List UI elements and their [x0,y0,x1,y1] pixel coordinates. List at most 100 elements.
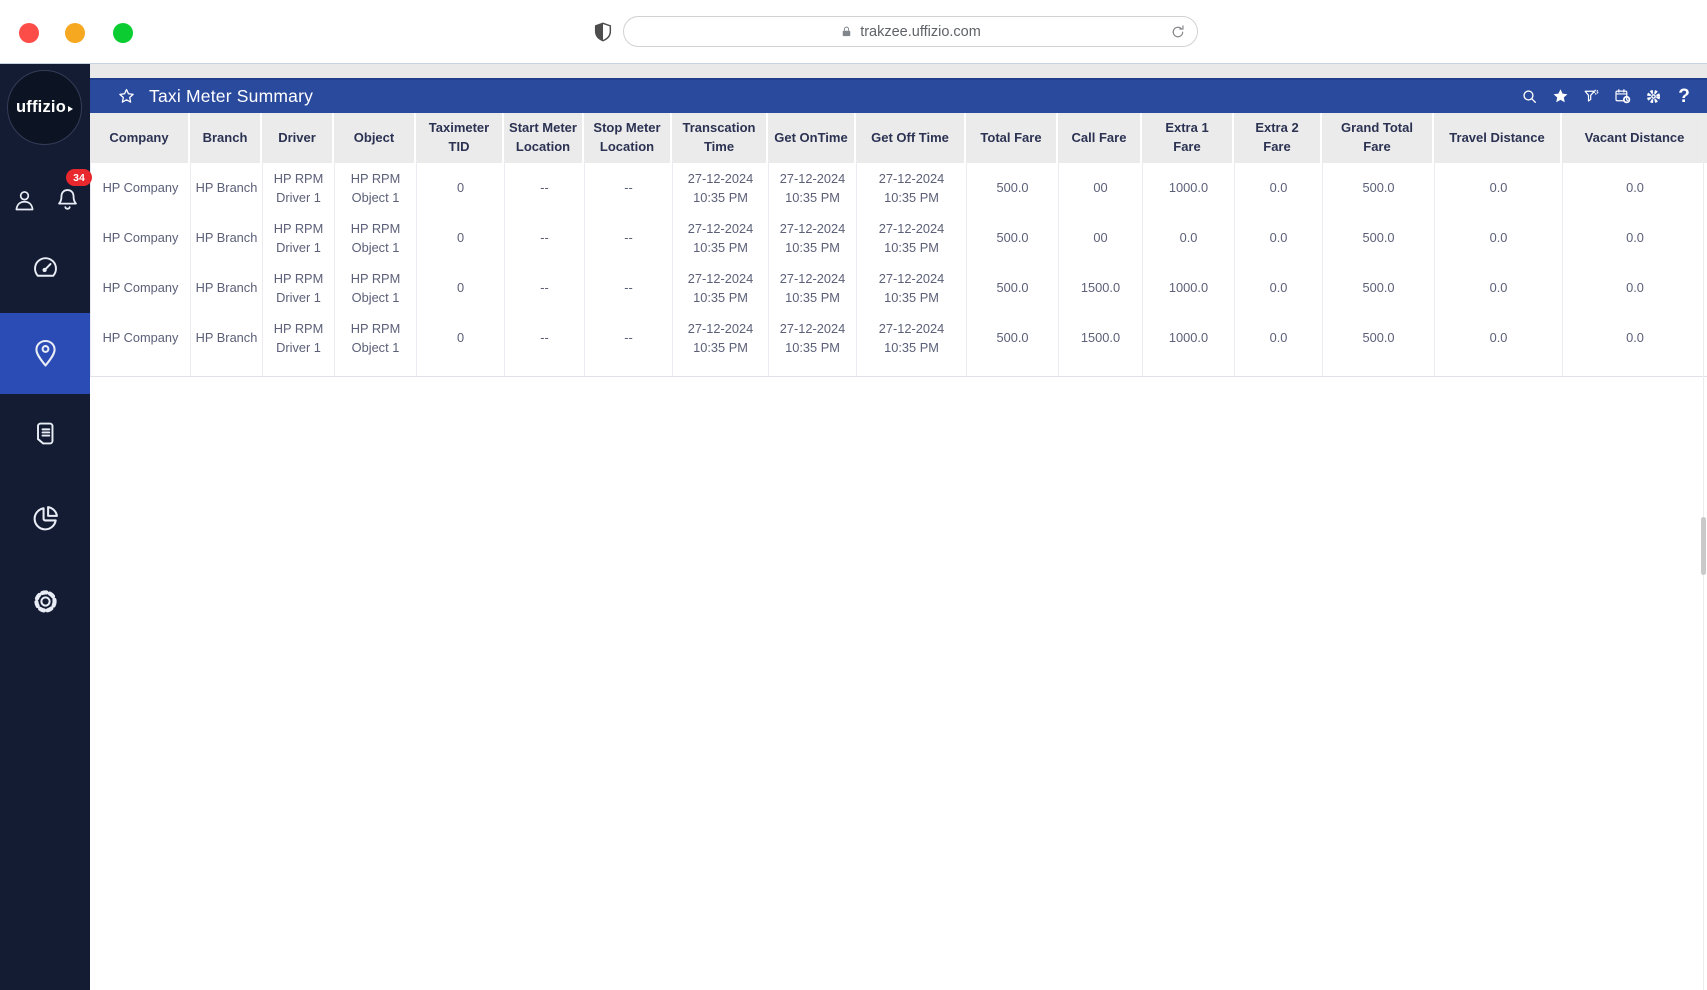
app-logo[interactable]: uffizio [7,70,82,145]
table-cell: 27-12-2024 10:35 PM [769,163,857,213]
column-header[interactable]: Company [90,113,190,163]
sidebar-item-tracking[interactable] [0,313,90,394]
column-header[interactable]: Branch [190,113,262,163]
column-header[interactable]: Vacant Distance [1562,113,1707,163]
favorite-star-icon[interactable] [1550,87,1570,107]
table-spacer-cell [769,363,857,376]
table-spacer-cell [1323,363,1435,376]
table-spacer-cell [857,363,967,376]
table-cell: 1500.0 [1059,263,1143,313]
table-cell: -- [505,163,585,213]
sidebar-item-notifications[interactable] [46,178,88,220]
table-cell: HP RPM Object 1 [335,313,417,363]
table-cell: 0.0 [1563,263,1707,313]
table-spacer-cell [91,363,191,376]
column-header[interactable]: Stop Meter Location [584,113,672,163]
column-header[interactable]: Transcation Time [672,113,768,163]
traffic-light-close[interactable] [19,23,39,43]
table-cell: 0.0 [1235,213,1323,263]
table-cell: -- [585,263,673,313]
table-cell: 0.0 [1435,213,1563,263]
column-header[interactable]: Start Meter Location [504,113,584,163]
table-cell: 27-12-2024 10:35 PM [673,213,769,263]
sidebar-item-analytics[interactable] [0,501,90,536]
column-header[interactable]: Get Off Time [856,113,966,163]
table-cell: 27-12-2024 10:35 PM [673,163,769,213]
favorite-page-star-icon[interactable] [117,87,136,106]
table-spacer-cell [505,363,585,376]
table-cell: 500.0 [1323,313,1435,363]
table-cell: 500.0 [1323,213,1435,263]
table-cell: 0 [417,213,505,263]
column-header[interactable]: Get OnTime [768,113,856,163]
table-spacer-cell [1235,363,1323,376]
table-cell: HP RPM Driver 1 [263,313,335,363]
table-cell: 500.0 [1323,263,1435,313]
column-header[interactable]: Object [334,113,416,163]
address-bar[interactable]: trakzee.uffizio.com [623,16,1198,47]
table-cell: 0.0 [1235,313,1323,363]
sidebar-item-settings[interactable] [0,584,90,619]
table-spacer-cell [191,363,263,376]
table-cell: 500.0 [967,263,1059,313]
shield-icon[interactable] [592,19,614,45]
traffic-light-minimize[interactable] [65,23,85,43]
table-cell: 0.0 [1563,313,1707,363]
table-cell: 500.0 [1323,163,1435,213]
content-top-strip [90,64,1707,78]
table-spacer-cell [1435,363,1563,376]
table-cell: -- [585,213,673,263]
table-cell: 0.0 [1235,163,1323,213]
table-row[interactable]: HP Company HP Branch HP RPM Driver 1 HP RPM… [91,313,1707,363]
column-header[interactable]: Call Fare [1058,113,1142,163]
refresh-icon[interactable] [1169,23,1187,41]
table-spacer-row [91,363,1707,376]
help-icon[interactable]: ? [1678,86,1690,107]
table-cell: -- [505,213,585,263]
schedule-calendar-icon[interactable] [1612,87,1632,107]
taxi-meter-summary-table: Company Branch Driver Object Taximeter TID St… [90,113,1707,377]
table-spacer-cell [417,363,505,376]
table-cell: HP RPM Object 1 [335,263,417,313]
table-cell: HP Company [91,213,191,263]
table-cell: 500.0 [967,313,1059,363]
table-header-row: Company Branch Driver Object Taximeter TID St… [90,113,1707,163]
settings-gear-icon[interactable] [1643,87,1663,107]
table-row[interactable]: HP Company HP Branch HP RPM Driver 1 HP RPM… [91,163,1707,213]
table-cell: HP Branch [191,213,263,263]
column-header[interactable]: Grand Total Fare [1322,113,1434,163]
scrollbar-thumb[interactable] [1701,517,1706,575]
sidebar: uffizio 34 [0,64,92,990]
table-cell: -- [505,263,585,313]
column-header[interactable]: Total Fare [966,113,1058,163]
column-header[interactable]: Extra 2 Fare [1234,113,1322,163]
sidebar-item-reports[interactable] [0,416,90,451]
table-spacer-cell [263,363,335,376]
column-header[interactable]: Taximeter TID [416,113,504,163]
page-header-actions: ? [1519,87,1694,107]
column-header[interactable]: Travel Distance [1434,113,1562,163]
filter-icon[interactable] [1581,87,1601,107]
table-cell: 00 [1059,163,1143,213]
tracking-pin-icon [34,339,56,367]
table-cell: HP RPM Driver 1 [263,263,335,313]
table-row[interactable]: HP Company HP Branch HP RPM Driver 1 HP RPM… [91,213,1707,263]
page-title: Taxi Meter Summary [149,86,314,106]
sidebar-item-dashboard[interactable] [0,251,90,286]
sidebar-item-user[interactable] [4,180,44,220]
table-spacer-cell [673,363,769,376]
analytics-pie-icon [33,506,58,531]
search-icon[interactable] [1519,87,1539,107]
table-cell: 27-12-2024 10:35 PM [769,213,857,263]
column-header[interactable]: Driver [262,113,334,163]
url-text: trakzee.uffizio.com [860,23,981,40]
table-cell: 0 [417,313,505,363]
table-spacer-cell [967,363,1059,376]
table-row[interactable]: HP Company HP Branch HP RPM Driver 1 HP RPM… [91,263,1707,313]
traffic-light-zoom[interactable] [113,23,133,43]
logo-text: uffizio [16,98,66,116]
table-cell: 00 [1059,213,1143,263]
column-header[interactable]: Extra 1 Fare [1142,113,1234,163]
table-cell: 27-12-2024 10:35 PM [769,313,857,363]
table-body: HP Company HP Branch HP RPM Driver 1 HP RPM… [90,163,1707,376]
